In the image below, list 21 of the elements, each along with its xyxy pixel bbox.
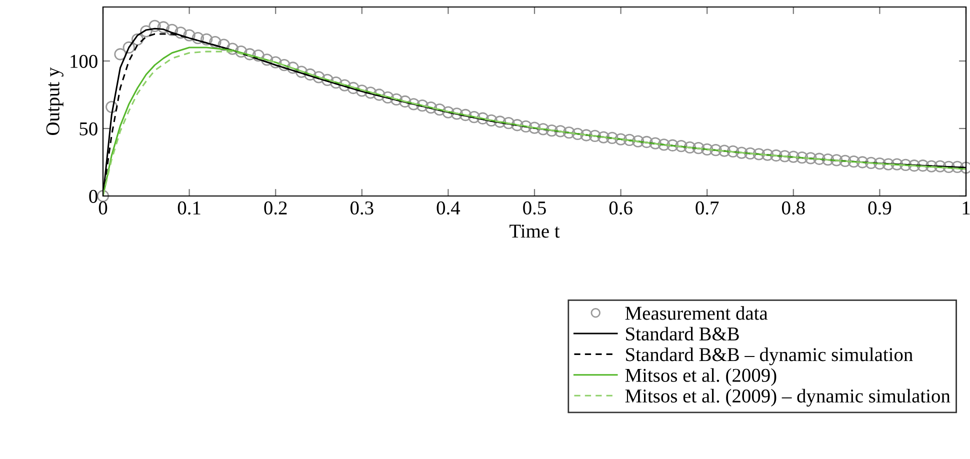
y-tick-label: 50 xyxy=(80,122,98,136)
x-tick-label: 0.8 xyxy=(782,201,805,215)
x-tick-label: 0 xyxy=(98,201,108,215)
legend-label: Standard B&B – dynamic simulation xyxy=(626,348,913,366)
x-axis-title: Time t xyxy=(510,224,560,238)
legend-label: Mitsos et al. (2009) – dynamic simulation xyxy=(625,388,950,407)
x-tick-label: 0.4 xyxy=(436,201,460,215)
legend-label: Mitsos et al. (2009) xyxy=(625,368,776,386)
y-axis-title: Output y xyxy=(46,67,64,135)
y-tick-label: 100 xyxy=(70,54,98,68)
x-tick-label: 0.6 xyxy=(609,201,632,215)
y-tick-label: 0 xyxy=(89,190,98,203)
x-tick-label: 1 xyxy=(962,202,970,214)
x-tick-label: 0.7 xyxy=(696,201,719,215)
x-tick-label: 0.2 xyxy=(264,201,287,215)
legend-label: Standard B&B xyxy=(626,326,739,341)
x-tick-label: 0.3 xyxy=(350,201,374,215)
legend-label: Measurement data xyxy=(625,306,768,320)
x-tick-label: 0.9 xyxy=(868,201,892,215)
x-tick-label: 0.1 xyxy=(178,201,200,215)
x-tick-label: 0.5 xyxy=(523,201,546,215)
